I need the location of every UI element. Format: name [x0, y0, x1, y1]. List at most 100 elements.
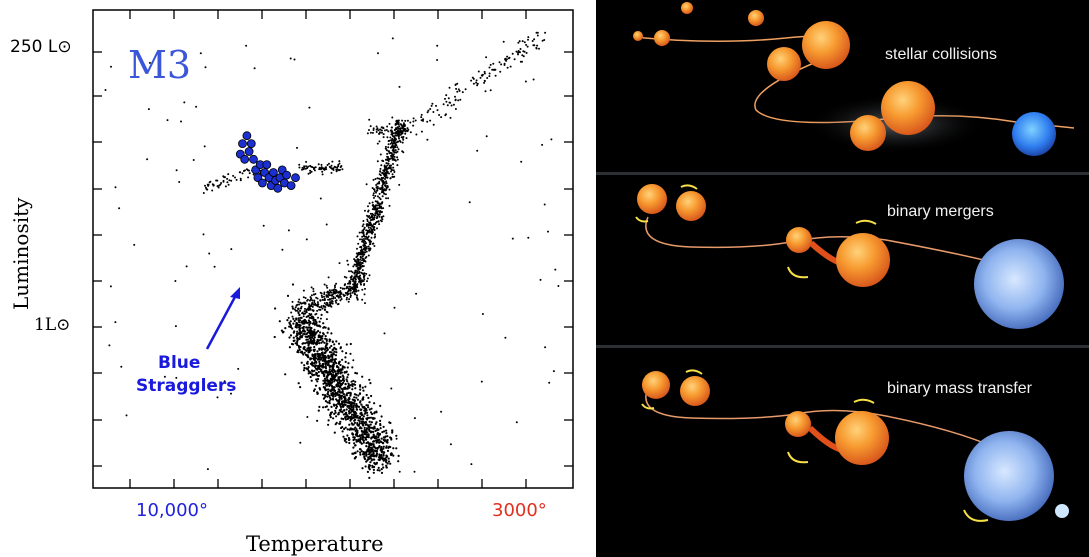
cluster-star: [399, 140, 402, 143]
cluster-star: [204, 66, 207, 69]
cluster-star: [494, 68, 497, 71]
cluster-star: [328, 399, 331, 402]
cluster-star: [344, 416, 347, 419]
cluster-star: [306, 167, 309, 169]
cluster-star: [367, 245, 370, 248]
cluster-star: [350, 422, 353, 425]
cluster-star: [328, 365, 331, 369]
cluster-star: [118, 207, 121, 210]
cluster-star: [488, 75, 491, 78]
cluster-star: [359, 384, 362, 387]
cluster-star: [334, 354, 338, 357]
cluster-star: [404, 132, 407, 135]
cluster-star: [328, 298, 331, 301]
cluster-star: [310, 334, 313, 337]
cluster-star: [431, 102, 434, 105]
blue-straggler-point: [242, 131, 252, 141]
cluster-star: [365, 242, 367, 245]
cluster-star: [343, 287, 346, 290]
cluster-star: [382, 425, 385, 428]
cluster-star: [303, 166, 306, 169]
cluster-star: [305, 333, 308, 336]
cluster-star: [401, 150, 404, 153]
cluster-star: [318, 342, 321, 345]
cluster-star: [352, 359, 355, 362]
cluster-star: [363, 259, 366, 262]
cluster-star: [317, 324, 320, 327]
cluster-star: [360, 408, 363, 411]
cluster-star: [552, 370, 555, 373]
cluster-star: [333, 378, 336, 381]
cluster-star: [519, 51, 521, 54]
cluster-star: [352, 290, 355, 293]
cluster-star: [347, 373, 350, 376]
cluster-star: [354, 269, 357, 272]
cluster-star: [432, 123, 435, 126]
cluster-star: [335, 299, 338, 302]
cluster-star: [356, 286, 359, 289]
cluster-star: [385, 162, 388, 165]
cluster-star: [384, 460, 388, 463]
cluster-star: [312, 354, 315, 357]
cluster-star: [390, 164, 392, 167]
cluster-star: [372, 227, 375, 230]
cluster-star: [343, 371, 346, 374]
cluster-star: [515, 421, 518, 424]
cluster-star: [355, 372, 359, 375]
cluster-star: [390, 157, 393, 160]
cluster-star: [381, 456, 384, 459]
cluster-star: [367, 205, 369, 208]
cluster-star: [324, 326, 327, 329]
cluster-star: [330, 360, 333, 363]
cluster-star: [535, 46, 538, 49]
cluster-star: [398, 133, 401, 136]
cluster-star: [314, 354, 317, 358]
cluster-star: [409, 131, 412, 134]
cluster-star: [351, 433, 354, 436]
cluster-star: [289, 326, 292, 329]
cluster-star: [327, 388, 330, 391]
cluster-star: [355, 412, 358, 415]
cluster-star: [125, 414, 128, 417]
cluster-star: [311, 330, 314, 333]
cluster-star: [368, 249, 371, 251]
cluster-star: [349, 294, 352, 297]
cluster-star: [288, 321, 291, 324]
cluster-star: [323, 295, 325, 298]
cluster-star: [308, 349, 311, 352]
cluster-star: [402, 135, 405, 138]
cluster-star: [359, 238, 361, 241]
cluster-star: [373, 206, 376, 209]
cluster-star: [369, 454, 372, 458]
cluster-star: [382, 454, 385, 457]
cluster-star: [331, 373, 334, 377]
cluster-star: [299, 301, 302, 304]
cluster-star: [307, 172, 310, 175]
cluster-star: [359, 267, 362, 269]
cluster-star: [385, 187, 388, 190]
cluster-star: [244, 169, 246, 172]
cluster-star: [374, 212, 377, 215]
cluster-star: [237, 367, 240, 370]
cluster-star: [536, 34, 539, 37]
cluster-star: [326, 286, 329, 289]
cluster-star: [274, 307, 277, 310]
cluster-star: [394, 143, 397, 145]
cluster-star: [291, 305, 294, 308]
cluster-star: [302, 289, 305, 292]
cluster-star: [521, 40, 524, 43]
cluster-star: [211, 189, 214, 192]
cluster-star: [522, 50, 525, 53]
cluster-star: [364, 302, 366, 305]
cluster-star: [397, 460, 400, 463]
cluster-star: [368, 223, 371, 226]
cluster-star: [364, 287, 366, 290]
blue-straggler-point: [273, 183, 283, 193]
cluster-star: [332, 417, 335, 420]
cluster-star: [226, 177, 229, 180]
cluster-star: [327, 393, 330, 396]
panel-binary-mergers: binary mergers: [596, 175, 1089, 345]
cluster-star: [202, 192, 205, 194]
cluster-star: [367, 436, 370, 439]
cluster-star: [380, 164, 383, 167]
